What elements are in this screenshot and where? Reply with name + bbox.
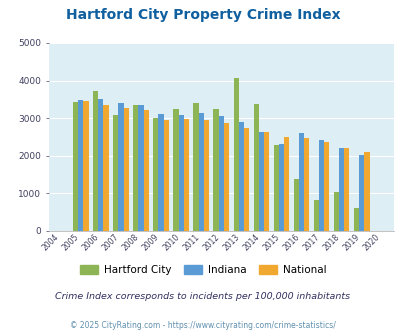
Bar [83, 101, 88, 231]
Bar [263, 132, 269, 231]
Bar [198, 113, 203, 231]
Bar [163, 120, 168, 231]
Bar [278, 144, 284, 231]
Bar [218, 116, 223, 231]
Bar [93, 91, 98, 231]
Bar [138, 105, 143, 231]
Bar [178, 115, 183, 231]
Bar [183, 119, 188, 231]
Bar [338, 148, 343, 231]
Text: Crime Index corresponds to incidents per 100,000 inhabitants: Crime Index corresponds to incidents per… [55, 292, 350, 301]
Bar [133, 105, 138, 231]
Bar [223, 123, 228, 231]
Bar [98, 99, 103, 231]
Bar [193, 104, 198, 231]
Bar [313, 200, 318, 231]
Bar [298, 133, 303, 231]
Bar [118, 103, 123, 231]
Bar [363, 151, 369, 231]
Bar [358, 155, 363, 231]
Bar [284, 137, 289, 231]
Bar [123, 108, 128, 231]
Bar [158, 115, 163, 231]
Bar [173, 109, 178, 231]
Bar [238, 122, 243, 231]
Bar [243, 128, 249, 231]
Bar [324, 142, 328, 231]
Bar [318, 140, 324, 231]
Legend: Hartford City, Indiana, National: Hartford City, Indiana, National [75, 261, 330, 280]
Bar [233, 78, 238, 231]
Bar [213, 109, 218, 231]
Bar [103, 105, 109, 231]
Bar [353, 209, 358, 231]
Bar [253, 104, 258, 231]
Bar [153, 118, 158, 231]
Bar [203, 120, 209, 231]
Bar [303, 138, 309, 231]
Bar [343, 148, 349, 231]
Text: © 2025 CityRating.com - https://www.cityrating.com/crime-statistics/: © 2025 CityRating.com - https://www.city… [70, 321, 335, 330]
Bar [113, 115, 118, 231]
Bar [78, 100, 83, 231]
Bar [143, 110, 149, 231]
Bar [273, 145, 278, 231]
Bar [73, 102, 78, 231]
Bar [333, 192, 338, 231]
Bar [293, 180, 298, 231]
Bar [258, 132, 263, 231]
Text: Hartford City Property Crime Index: Hartford City Property Crime Index [66, 8, 339, 22]
